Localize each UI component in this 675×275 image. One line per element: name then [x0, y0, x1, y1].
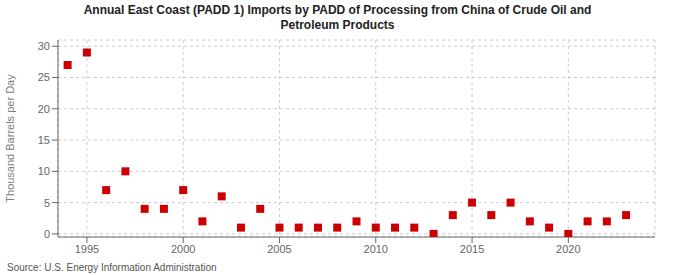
svg-text:2010: 2010 — [364, 243, 388, 255]
svg-text:25: 25 — [38, 71, 50, 83]
svg-text:2005: 2005 — [267, 243, 291, 255]
svg-text:2020: 2020 — [556, 243, 580, 255]
svg-text:2015: 2015 — [460, 243, 484, 255]
svg-text:20: 20 — [38, 103, 50, 115]
svg-text:1995: 1995 — [75, 243, 99, 255]
svg-text:5: 5 — [44, 197, 50, 209]
svg-text:15: 15 — [38, 134, 50, 146]
svg-text:2000: 2000 — [171, 243, 195, 255]
html-text:Annual East Coast (PADD 1) Imp: Annual East Coast (PADD 1) Imports by PA… — [83, 3, 592, 17]
html-text:Petroleum Products: Petroleum Products — [280, 18, 395, 32]
svg-text:0: 0 — [44, 228, 50, 240]
html-text:Source: U.S. Energy Informatio: Source: U.S. Energy Information Administ… — [7, 262, 217, 273]
svg-text:30: 30 — [38, 40, 50, 52]
svg-text:10: 10 — [38, 165, 50, 177]
svg-text:Thousand Barrels per Day: Thousand Barrels per Day — [8, 74, 16, 203]
